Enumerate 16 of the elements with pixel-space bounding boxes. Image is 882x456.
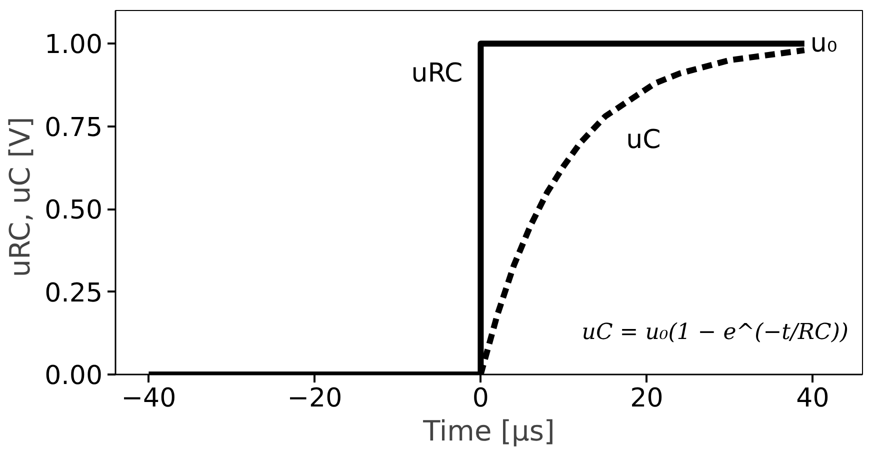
y-tick-label: 0.25 <box>44 278 102 308</box>
y-tick-label: 0.00 <box>44 361 102 391</box>
y-tick-label: 0.50 <box>44 196 102 226</box>
x-axis-title: Time [μs] <box>422 414 555 448</box>
annotation: u₀ <box>810 28 838 59</box>
annotation: uC = u₀(1 − e^(−t/RC)) <box>582 320 849 345</box>
x-tick-label: −40 <box>121 384 176 414</box>
x-tick-label: 40 <box>796 384 830 414</box>
x-tick-label: −20 <box>287 384 342 414</box>
x-tick-label: 20 <box>630 384 664 414</box>
y-tick-label: 0.75 <box>44 112 102 143</box>
y-axis-title: uRC, uC [V] <box>4 116 37 278</box>
series-label: uC <box>626 124 661 155</box>
x-tick-label: 0 <box>472 384 489 414</box>
y-tick-label: 1.00 <box>44 30 102 60</box>
series-label: uRC <box>411 58 463 89</box>
